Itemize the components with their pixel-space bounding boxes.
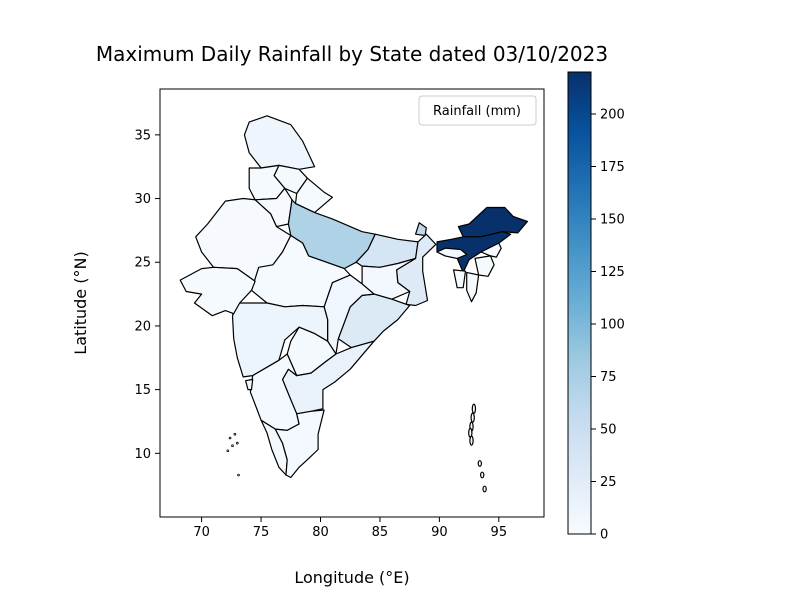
y-tick-label: 30 xyxy=(134,192,151,207)
legend-box xyxy=(418,95,537,126)
region-lakshadweep-island xyxy=(233,432,237,436)
y-axis-ticks: 10 15 20 25 30 35 xyxy=(134,128,160,462)
region-andaman-and-nicobar-islands-island xyxy=(477,460,482,467)
legend-label: Rainfall (mm) xyxy=(433,104,521,119)
y-tick-label: 25 xyxy=(134,256,151,271)
colorbar-tick-label: 200 xyxy=(600,108,625,123)
y-tick-label: 35 xyxy=(134,128,151,143)
region-mizoram xyxy=(466,271,480,303)
region-nagaland xyxy=(480,242,502,258)
x-axis-ticks: 70 75 80 85 90 95 xyxy=(193,517,507,540)
y-tick-label: 20 xyxy=(134,319,151,334)
chart-title: Maximum Daily Rainfall by State dated 03… xyxy=(96,42,608,66)
colorbar-tick-label: 100 xyxy=(600,318,625,333)
legend: Rainfall (mm) xyxy=(418,95,537,126)
region-tripura xyxy=(453,269,467,289)
x-tick-label: 75 xyxy=(253,525,270,540)
region-lakshadweep-island xyxy=(226,449,230,453)
x-tick-label: 80 xyxy=(312,525,329,540)
colorbar-tick-label: 25 xyxy=(600,475,617,490)
region-andaman-and-nicobar-islands-island xyxy=(470,412,475,423)
x-axis-title: Longitude (°E) xyxy=(294,568,409,587)
region-tamil-nadu xyxy=(274,409,325,479)
colorbar-tick-label: 125 xyxy=(600,265,625,280)
y-axis-title: Latitude (°N) xyxy=(71,251,90,354)
region-manipur xyxy=(474,255,495,277)
map-regions xyxy=(179,115,528,493)
region-lakshadweep-island xyxy=(237,473,240,477)
colorbar-ticks: 0 25 50 75 100 125 150 175 200 xyxy=(591,108,625,543)
region-andaman-and-nicobar-islands-island xyxy=(482,485,487,493)
region-lakshadweep-island xyxy=(236,441,239,445)
colorbar-tick-label: 0 xyxy=(600,528,608,543)
region-goa xyxy=(245,378,254,391)
region-meghalaya xyxy=(436,247,468,259)
region-andaman-and-nicobar-islands-island xyxy=(469,435,474,446)
colorbar-tick-label: 175 xyxy=(600,160,625,175)
region-lakshadweep-island xyxy=(231,444,234,448)
colorbar-tick-label: 150 xyxy=(600,213,625,228)
x-tick-label: 90 xyxy=(431,525,448,540)
region-andaman-and-nicobar-islands-island xyxy=(480,471,485,479)
y-tick-label: 10 xyxy=(134,447,151,462)
x-tick-label: 95 xyxy=(491,525,508,540)
region-andaman-and-nicobar-islands-island xyxy=(471,403,477,414)
x-tick-label: 70 xyxy=(193,525,210,540)
colorbar-tick-label: 50 xyxy=(600,423,617,438)
region-sikkim xyxy=(415,222,427,237)
region-lakshadweep-island xyxy=(228,436,232,440)
x-tick-label: 85 xyxy=(372,525,389,540)
y-tick-label: 15 xyxy=(134,383,151,398)
colorbar xyxy=(567,71,592,535)
colorbar-tick-label: 75 xyxy=(600,370,617,385)
